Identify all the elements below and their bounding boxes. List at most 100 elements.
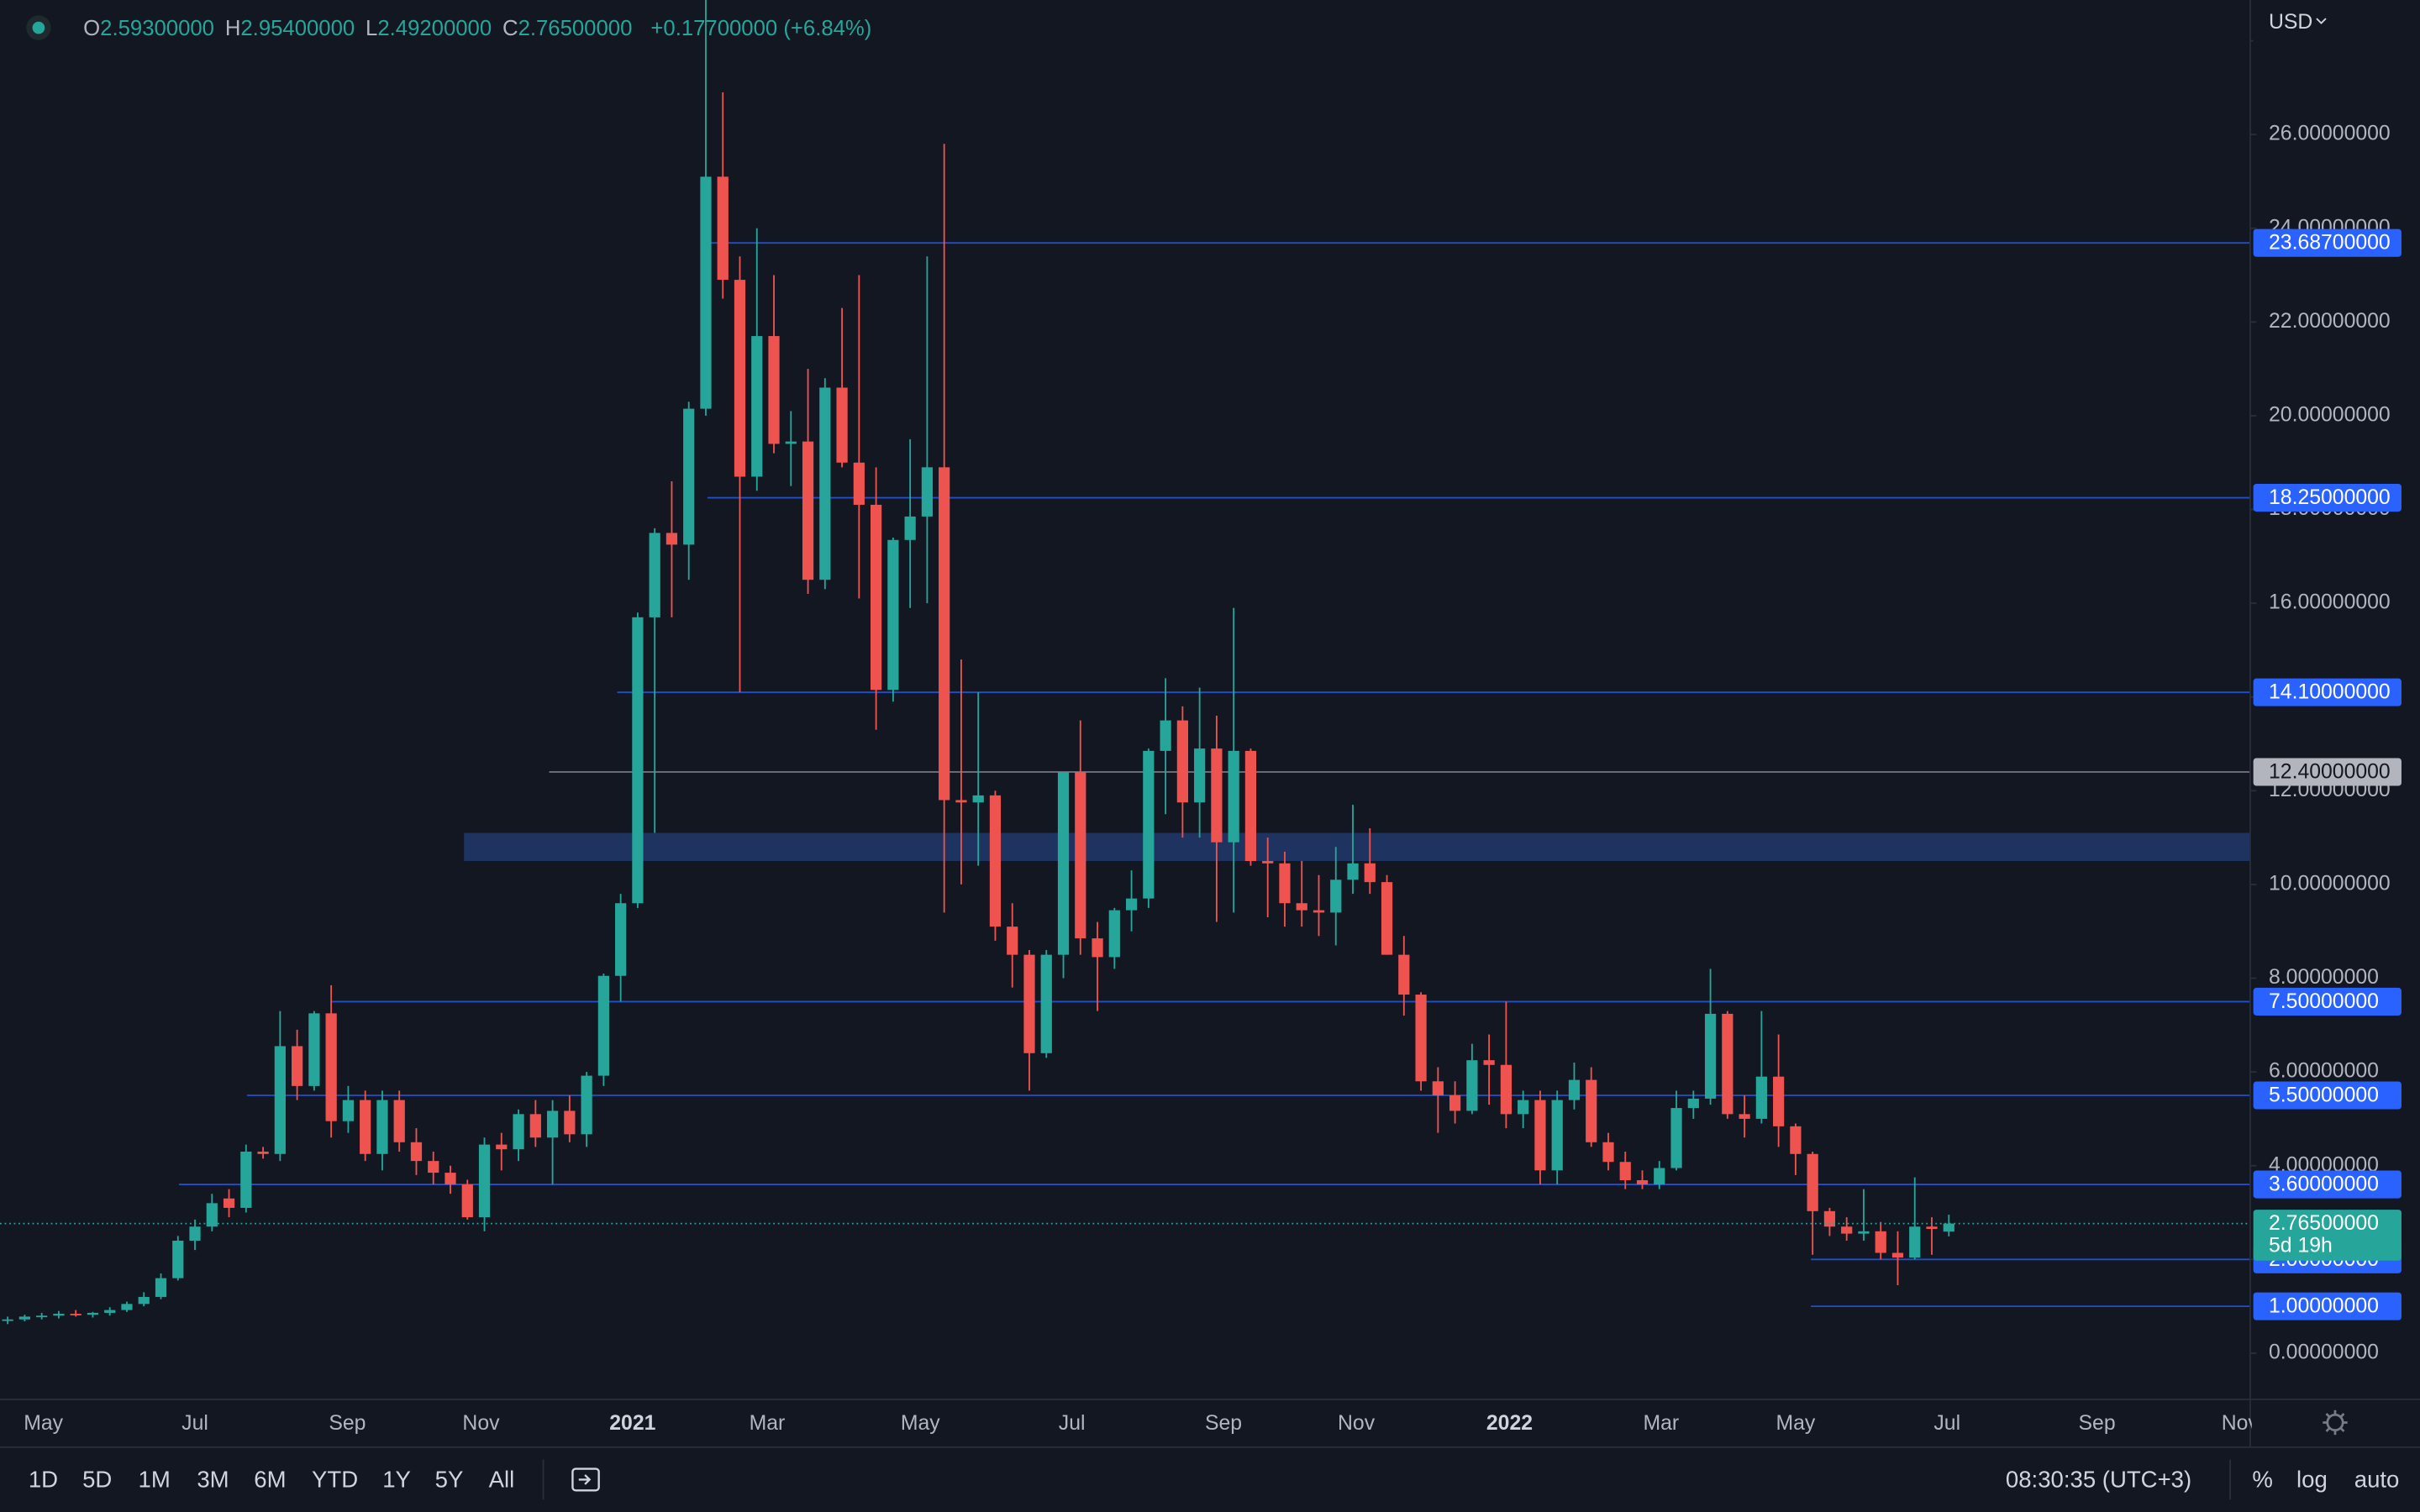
legend-value: 2.49200000: [377, 17, 492, 40]
range-button[interactable]: 1D: [29, 1467, 58, 1493]
candle-body: [1483, 1060, 1495, 1065]
candle-body: [1568, 1079, 1581, 1100]
level-label-box: [2253, 1292, 2402, 1320]
candle-body: [1007, 927, 1018, 955]
candle-body: [1262, 861, 1274, 864]
candle-body: [360, 1100, 371, 1154]
range-button[interactable]: 5D: [82, 1467, 112, 1493]
candle-body: [939, 467, 950, 801]
scale-option[interactable]: auto: [2354, 1467, 2400, 1493]
last-price-box: [2253, 1210, 2402, 1261]
range-button[interactable]: 5Y: [435, 1467, 464, 1493]
x-tick-label: 2021: [609, 1412, 655, 1435]
level-label: 12.40000000: [2269, 760, 2391, 783]
candle-body: [1347, 863, 1359, 880]
candle-body: [1909, 1226, 1921, 1258]
level-label-box: [2253, 987, 2402, 1016]
candle-body: [1398, 954, 1410, 995]
range-button[interactable]: 1Y: [382, 1467, 411, 1493]
candle-body: [581, 1075, 592, 1135]
candle-body: [1858, 1231, 1870, 1234]
logo-dot: [32, 21, 45, 34]
candle-body: [1926, 1226, 1938, 1230]
candle-body: [1773, 1076, 1785, 1126]
candle-body: [223, 1198, 235, 1208]
legend-key: L: [366, 17, 377, 40]
candle-body: [18, 1316, 30, 1320]
x-tick-label: May: [901, 1412, 940, 1435]
candle-body: [1211, 748, 1223, 843]
candle-body: [802, 441, 814, 580]
candle-body: [632, 617, 644, 904]
candle-body: [1755, 1076, 1767, 1119]
candle-body: [461, 1184, 473, 1218]
candle-body: [870, 504, 882, 690]
scale-option[interactable]: log: [2296, 1467, 2328, 1493]
range-button[interactable]: 1M: [139, 1467, 171, 1493]
candle-body: [1670, 1108, 1682, 1168]
candle-body: [1500, 1064, 1512, 1115]
level-label-box: [2253, 1081, 2402, 1110]
range-button[interactable]: YTD: [312, 1467, 358, 1493]
x-tick-label: Sep: [329, 1412, 366, 1435]
candle-body: [1687, 1098, 1699, 1109]
x-tick-label: Mar: [1643, 1412, 1679, 1435]
level-label: 23.68700000: [2269, 232, 2391, 255]
range-button[interactable]: All: [489, 1467, 515, 1493]
candle-body: [546, 1110, 559, 1138]
candle-body: [1176, 720, 1188, 803]
currency-selector[interactable]: USD: [2269, 11, 2312, 34]
candle-body: [1636, 1180, 1649, 1185]
candle-body: [1381, 882, 1393, 955]
y-tick-label: 16.00000000: [2269, 591, 2391, 614]
scale-option[interactable]: %: [2252, 1467, 2273, 1493]
candle-body: [1534, 1100, 1546, 1171]
candle-body: [1194, 748, 1206, 803]
candle-body: [189, 1226, 201, 1241]
candle-body: [972, 795, 984, 803]
legend-key: C: [502, 17, 518, 40]
level-label: 7.50000000: [2269, 990, 2379, 1013]
y-tick-label: 22.00000000: [2269, 310, 2391, 333]
zone: [464, 832, 2250, 862]
y-tick-label: 10.00000000: [2269, 872, 2391, 895]
level-label: 1.00000000: [2269, 1295, 2379, 1318]
settings-icon-teeth[interactable]: [2323, 1410, 2348, 1436]
y-tick-label: 0.00000000: [2269, 1341, 2379, 1363]
candle-body: [836, 387, 848, 463]
level-label: 5.50000000: [2269, 1084, 2379, 1106]
countdown-label: 5d 19h: [2269, 1235, 2333, 1257]
candle-body: [717, 176, 729, 281]
candle-body: [445, 1173, 456, 1185]
range-button[interactable]: 3M: [197, 1467, 229, 1493]
candle-body: [1296, 903, 1307, 911]
candle-body: [751, 336, 763, 477]
candle-body: [1943, 1223, 1954, 1232]
level-label-box: [2253, 1170, 2402, 1199]
candle-body: [1228, 750, 1239, 843]
candle-body: [649, 533, 660, 617]
candle-body: [904, 516, 916, 540]
level-label-box: [2253, 758, 2402, 786]
level-label-box: [2253, 484, 2402, 512]
last-price-label: 2.76500000: [2269, 1212, 2379, 1235]
candle-body: [53, 1314, 65, 1316]
candle-body: [1586, 1079, 1597, 1142]
x-tick-label: Nov: [1338, 1412, 1376, 1435]
candle-body: [513, 1114, 524, 1150]
candle-body: [1518, 1100, 1529, 1115]
goto-date-icon[interactable]: [571, 1467, 600, 1492]
candle-body: [393, 1100, 405, 1142]
currency-chevron[interactable]: [2316, 18, 2327, 24]
goto-date-arrow[interactable]: [578, 1474, 592, 1485]
candle-body: [376, 1100, 388, 1154]
candle-body: [564, 1110, 576, 1135]
x-tick-label: Jul: [1059, 1412, 1086, 1435]
candle-body: [1279, 863, 1291, 904]
axes: 0.000000002.000000004.000000006.00000000…: [24, 29, 2420, 1446]
range-button[interactable]: 6M: [254, 1467, 286, 1493]
candle-body: [308, 1013, 320, 1086]
candle-body: [785, 441, 797, 444]
